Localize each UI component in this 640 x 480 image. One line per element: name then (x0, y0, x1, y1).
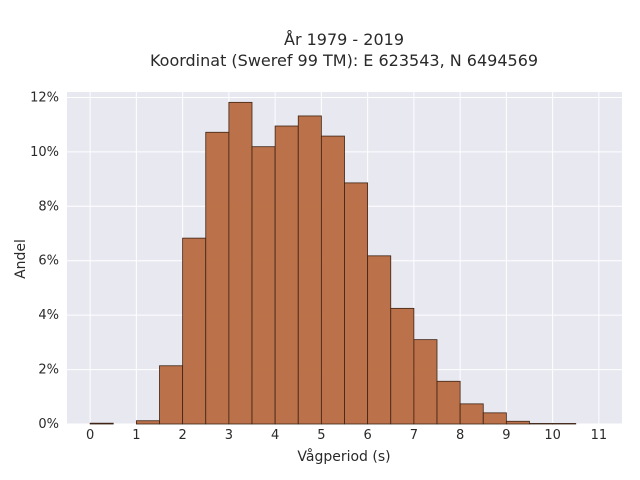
histogram-bar-12 (367, 255, 392, 425)
histogram-bar-17 (482, 412, 507, 425)
histogram-bar-14 (413, 339, 438, 425)
histogram-bar-3 (159, 365, 184, 425)
histogram-bar-2 (135, 420, 160, 425)
x-tick-label-0: 0 (86, 428, 94, 443)
y-tick-label-1: 2% (38, 363, 59, 378)
y-tick-label-6: 12% (30, 90, 59, 105)
y-tick-label-5: 10% (30, 145, 59, 160)
x-tick-label-10: 10 (544, 428, 561, 443)
x-tick-labels: 0 1 2 3 4 5 6 7 8 9 10 11 (86, 428, 607, 443)
histogram-bar-7 (251, 146, 276, 425)
histogram-bar-9 (297, 115, 322, 425)
x-tick-label-6: 6 (363, 428, 371, 443)
histogram-bar-8 (274, 125, 299, 425)
x-tick-label-11: 11 (591, 428, 608, 443)
y-axis-label: Andel (13, 239, 29, 279)
bar-layer (89, 101, 577, 425)
x-tick-label-7: 7 (410, 428, 418, 443)
chart-title-line2: Koordinat (Sweref 99 TM): E 623543, N 64… (150, 51, 538, 70)
y-tick-label-4: 8% (38, 199, 59, 214)
y-tick-label-0: 0% (38, 417, 59, 432)
y-tick-labels: 0% 2% 4% 6% 8% 10% 12% (30, 90, 59, 432)
histogram-bar-5 (205, 131, 230, 425)
x-tick-label-5: 5 (317, 428, 325, 443)
x-tick-label-2: 2 (178, 428, 186, 443)
histogram-bar-6 (228, 101, 253, 425)
histogram-bar-10 (320, 135, 345, 425)
y-tick-label-2: 4% (38, 308, 59, 323)
y-tick-label-3: 6% (38, 254, 59, 269)
histogram-bar-20 (552, 423, 577, 425)
x-tick-label-9: 9 (502, 428, 510, 443)
histogram-bar-15 (436, 380, 461, 425)
histogram-bar-11 (344, 182, 369, 425)
x-axis-label: Vågperiod (s) (297, 448, 390, 465)
histogram-bar-18 (505, 420, 530, 425)
chart-title-line1: År 1979 - 2019 (284, 30, 404, 49)
x-tick-label-3: 3 (225, 428, 233, 443)
x-tick-label-8: 8 (456, 428, 464, 443)
histogram-bar-19 (529, 423, 554, 425)
x-tick-label-4: 4 (271, 428, 279, 443)
histogram-bar-13 (390, 307, 415, 425)
x-tick-label-1: 1 (132, 428, 140, 443)
histogram-bar-16 (459, 403, 484, 425)
histogram-bar-4 (182, 237, 207, 425)
histogram-bar-0 (89, 422, 114, 425)
